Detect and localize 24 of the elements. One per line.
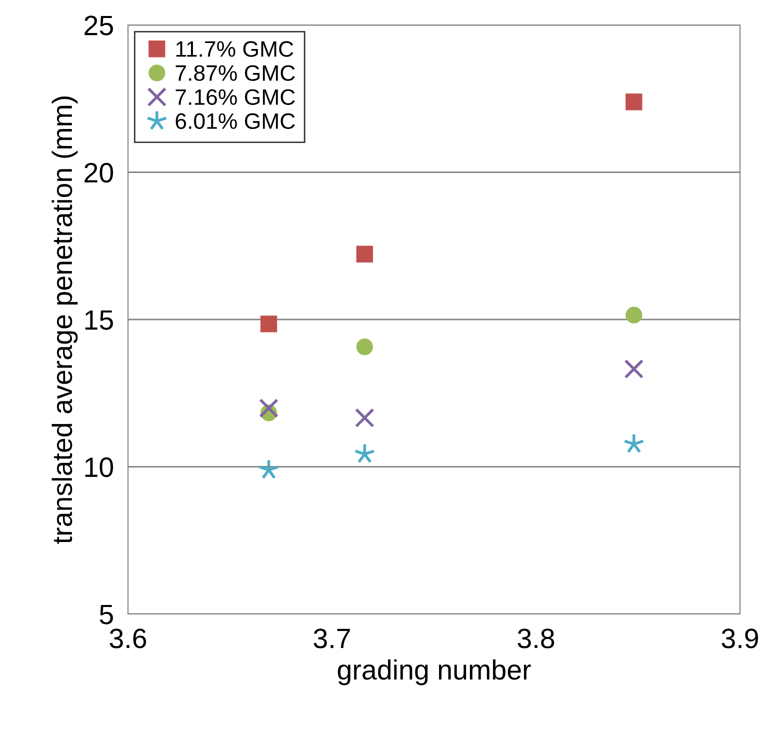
- x-tick-label: 3.9: [722, 628, 758, 648]
- point: [356, 246, 373, 262]
- legend-label: 7.87% GMC: [176, 65, 295, 81]
- y-tick-label: 5: [100, 604, 113, 624]
- point: [626, 306, 642, 324]
- point: [356, 338, 373, 356]
- point: [624, 359, 644, 379]
- legend-label: 7.16% GMC: [176, 89, 295, 105]
- x-tick-label: 3.6: [110, 628, 146, 648]
- legend-label: 11.7% GMC: [176, 41, 294, 57]
- point: [623, 432, 645, 454]
- x-tick-label: 3.8: [518, 628, 554, 648]
- y-axis-title: translated average penetration (mm): [52, 96, 78, 544]
- point: [260, 316, 278, 332]
- y-tick-label: 25: [84, 16, 113, 36]
- x-axis-title: grading number: [338, 659, 531, 686]
- point: [259, 398, 278, 418]
- point: [626, 94, 642, 110]
- y-tick-label: 15: [85, 310, 113, 330]
- point: [354, 408, 374, 428]
- legend-label: 6.01% GMC: [176, 113, 295, 130]
- y-tick-label: 20: [84, 162, 114, 183]
- x-tick-label: 3.7: [314, 628, 350, 648]
- y-tick-label: 10: [85, 457, 114, 478]
